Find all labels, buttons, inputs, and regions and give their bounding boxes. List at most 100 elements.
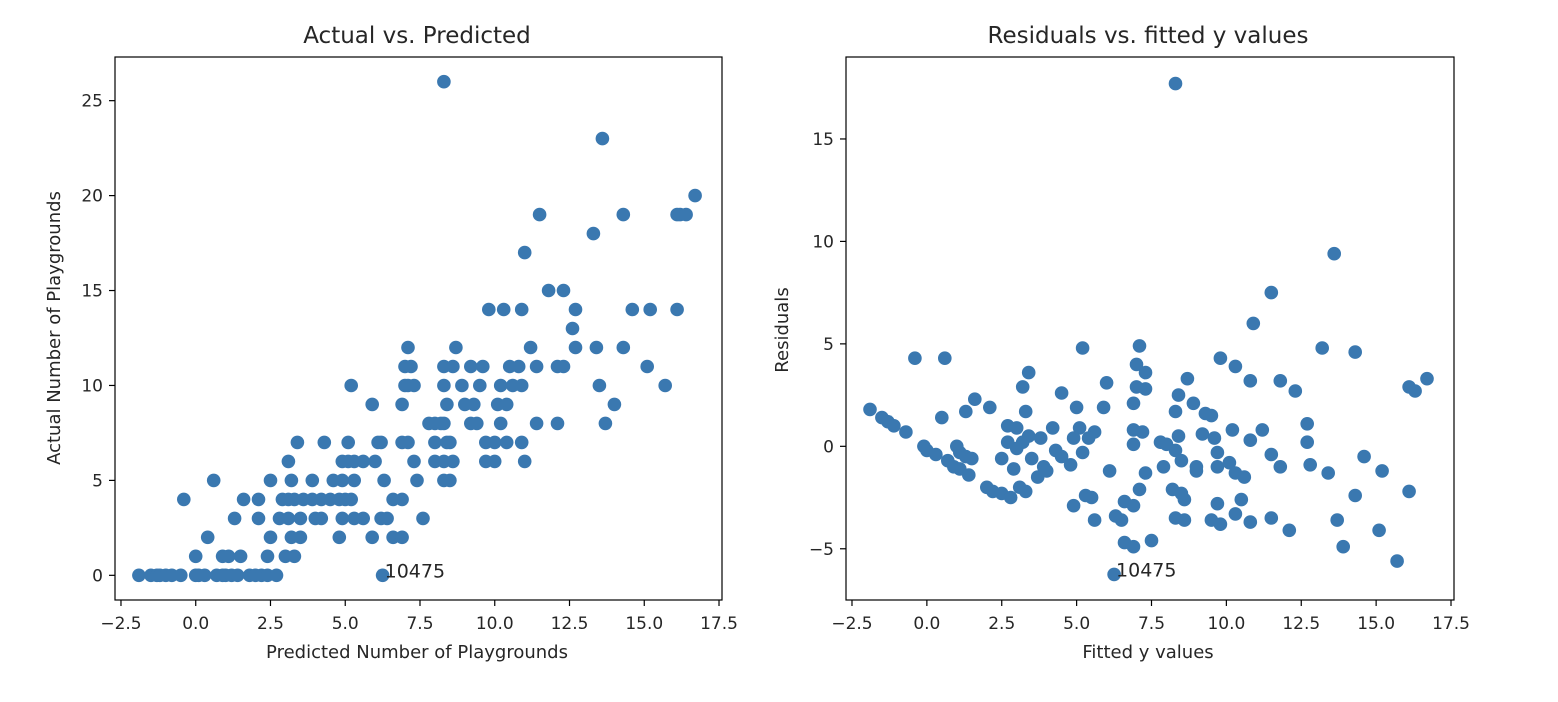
- data-point: [1018, 484, 1033, 499]
- data-point: [1246, 316, 1261, 331]
- data-point: [1222, 455, 1237, 470]
- data-point: [1180, 371, 1195, 386]
- data-point: [496, 302, 511, 317]
- data-point: [1138, 365, 1153, 380]
- data-point: [1129, 357, 1144, 372]
- data-point: [1102, 464, 1117, 478]
- data-point: [968, 392, 982, 407]
- data-point: [1135, 425, 1150, 439]
- data-point: [1255, 423, 1270, 437]
- x-tick-label: 5.0: [332, 614, 359, 634]
- data-point: [1177, 492, 1192, 507]
- data-point: [446, 359, 460, 374]
- data-point: [443, 473, 457, 488]
- data-point: [598, 416, 613, 431]
- chart-title: Residuals vs. fitted y values: [988, 23, 1309, 49]
- x-tick-label: 15.0: [1357, 614, 1395, 634]
- data-point: [550, 416, 565, 431]
- data-point: [1303, 458, 1317, 472]
- data-point: [251, 492, 266, 507]
- plot-frame: [845, 56, 1455, 601]
- y-tick-label: 0: [92, 566, 103, 586]
- data-point: [455, 378, 469, 393]
- data-point: [1300, 435, 1314, 450]
- data-point: [1006, 462, 1021, 476]
- x-axis-label: Predicted Number of Playgrounds: [266, 642, 568, 663]
- data-point: [514, 378, 529, 393]
- data-point: [1300, 417, 1314, 431]
- data-point: [344, 378, 359, 393]
- y-tick-label: 10: [812, 232, 834, 252]
- data-point: [1234, 492, 1249, 507]
- data-point: [1408, 384, 1422, 398]
- data-point: [616, 207, 631, 222]
- data-point: [260, 549, 275, 564]
- data-point: [344, 492, 359, 507]
- y-tick-label: 15: [81, 282, 103, 302]
- data-point: [592, 378, 607, 393]
- data-point: [1084, 490, 1099, 505]
- data-point: [938, 351, 952, 366]
- data-point: [470, 416, 484, 431]
- data-point: [1264, 511, 1279, 525]
- data-point: [174, 568, 188, 583]
- point-annotation: 10475: [385, 560, 445, 582]
- data-point: [401, 435, 415, 450]
- data-point: [1126, 396, 1141, 411]
- data-point: [365, 530, 380, 545]
- data-point: [317, 435, 332, 450]
- data-point: [529, 416, 544, 431]
- x-tick-label: 5.0: [1063, 614, 1090, 634]
- data-point: [523, 340, 538, 355]
- data-point: [281, 511, 296, 526]
- data-point: [1189, 464, 1204, 478]
- data-point: [1138, 382, 1153, 396]
- data-point: [464, 359, 478, 374]
- data-point: [1195, 427, 1210, 441]
- data-point: [1033, 431, 1048, 445]
- data-point: [177, 492, 191, 507]
- data-point: [514, 302, 529, 317]
- data-point: [1156, 460, 1171, 474]
- data-point: [1210, 496, 1225, 511]
- y-axis-label: Actual Number of Playgrounds: [44, 191, 65, 465]
- data-point: [410, 473, 424, 488]
- data-point: [607, 397, 622, 412]
- data-point: [263, 530, 278, 545]
- y-tick-label: 25: [81, 92, 103, 112]
- x-axis-label: Fitted y values: [1082, 642, 1213, 663]
- y-tick-label: 0: [823, 437, 834, 457]
- data-point: [380, 511, 394, 526]
- data-point: [1207, 431, 1222, 445]
- data-point: [1168, 443, 1183, 458]
- data-point: [1375, 464, 1389, 478]
- data-point: [1009, 421, 1024, 435]
- data-point: [1054, 386, 1069, 400]
- y-tick-label: 10: [81, 376, 103, 396]
- data-point: [1282, 523, 1297, 538]
- data-point: [1075, 445, 1090, 460]
- data-point: [467, 397, 481, 412]
- data-point: [1243, 433, 1258, 448]
- data-point: [1096, 400, 1111, 415]
- data-point: [863, 402, 877, 417]
- data-point: [1210, 460, 1225, 474]
- data-point: [1315, 341, 1329, 355]
- data-point: [1114, 513, 1129, 527]
- point-annotation: 10475: [1116, 559, 1176, 581]
- data-point: [1228, 359, 1243, 374]
- data-point: [1126, 498, 1141, 513]
- data-point: [332, 530, 347, 545]
- y-tick-label: 20: [81, 187, 103, 207]
- data-point: [994, 451, 1009, 466]
- data-point: [1225, 423, 1240, 437]
- data-point: [263, 473, 278, 488]
- data-point: [356, 511, 371, 526]
- data-point: [935, 410, 949, 425]
- x-tick-label: 2.5: [988, 614, 1015, 634]
- plot-frame: [114, 56, 723, 601]
- data-point: [589, 340, 604, 355]
- data-point: [643, 302, 657, 317]
- x-tick-label: 17.5: [1432, 614, 1470, 634]
